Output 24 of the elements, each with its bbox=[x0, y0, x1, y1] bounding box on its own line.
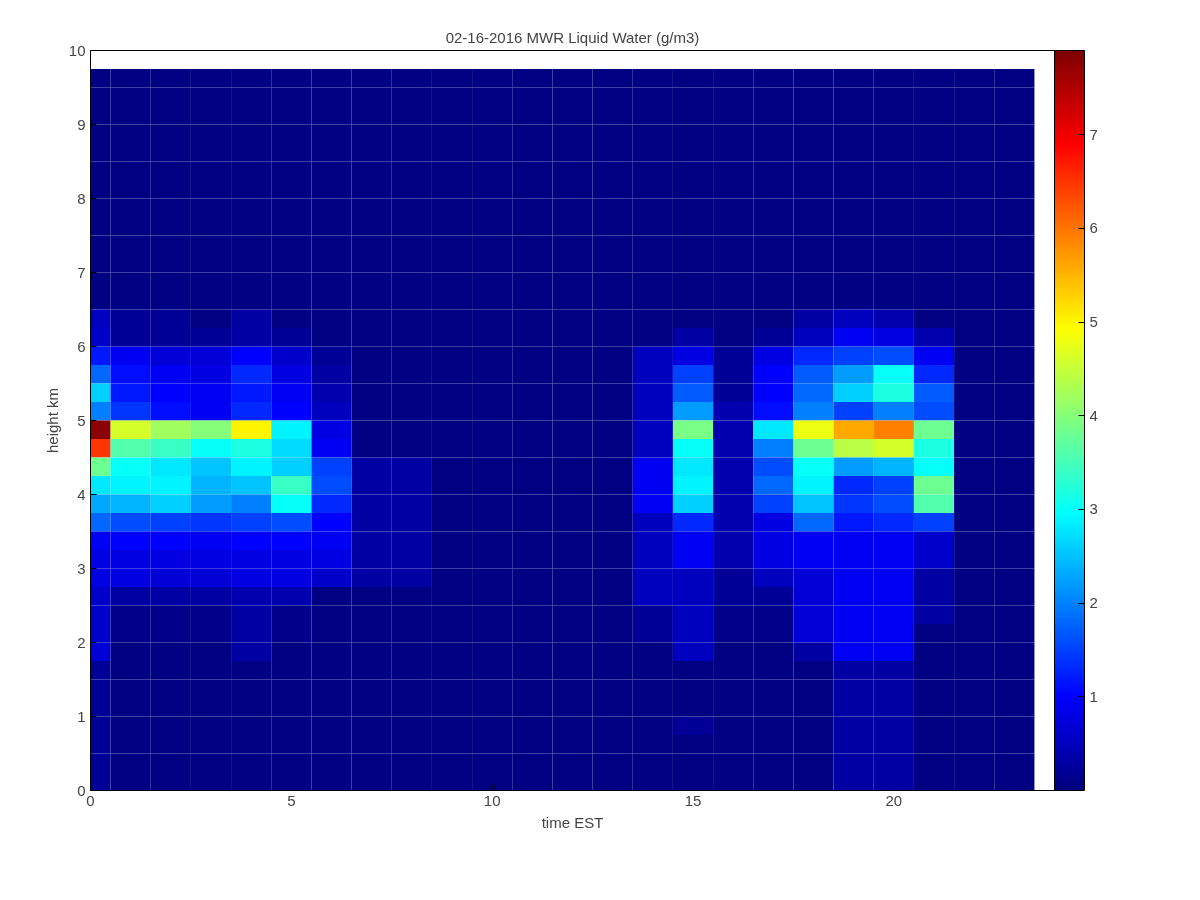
color-bar-label: 7 bbox=[1089, 125, 1098, 143]
y-tick-label: 6 bbox=[77, 337, 86, 355]
color-bar-label: 5 bbox=[1089, 313, 1098, 331]
y-tick-label: 9 bbox=[77, 115, 86, 133]
y-tick-label: 2 bbox=[77, 633, 86, 651]
y-tick-label: 7 bbox=[77, 263, 86, 281]
y-tick-label: 1 bbox=[77, 707, 86, 725]
y-tick-label: 10 bbox=[68, 41, 86, 59]
y-tick-label: 5 bbox=[77, 411, 86, 429]
x-tick-label: 15 bbox=[684, 791, 702, 809]
x-tick-label: 5 bbox=[287, 791, 296, 809]
x-tick-label: 10 bbox=[483, 791, 501, 809]
color-bar-label: 6 bbox=[1089, 219, 1098, 237]
chart-title: 02-16-2016 MWR Liquid Water (g/m3) bbox=[445, 28, 700, 46]
y-tick-label: 3 bbox=[77, 559, 86, 577]
y-tick-label: 4 bbox=[77, 485, 86, 503]
color-bar-label: 3 bbox=[1089, 500, 1098, 518]
y-axis-title: height km bbox=[43, 387, 61, 454]
x-axis-title: time EST bbox=[541, 813, 604, 831]
color-bar-label: 4 bbox=[1089, 406, 1098, 424]
y-tick-label: 8 bbox=[77, 189, 86, 207]
color-bar-label: 2 bbox=[1089, 594, 1098, 612]
x-tick-label: 20 bbox=[885, 791, 903, 809]
color-bar-label: 1 bbox=[1089, 687, 1098, 705]
